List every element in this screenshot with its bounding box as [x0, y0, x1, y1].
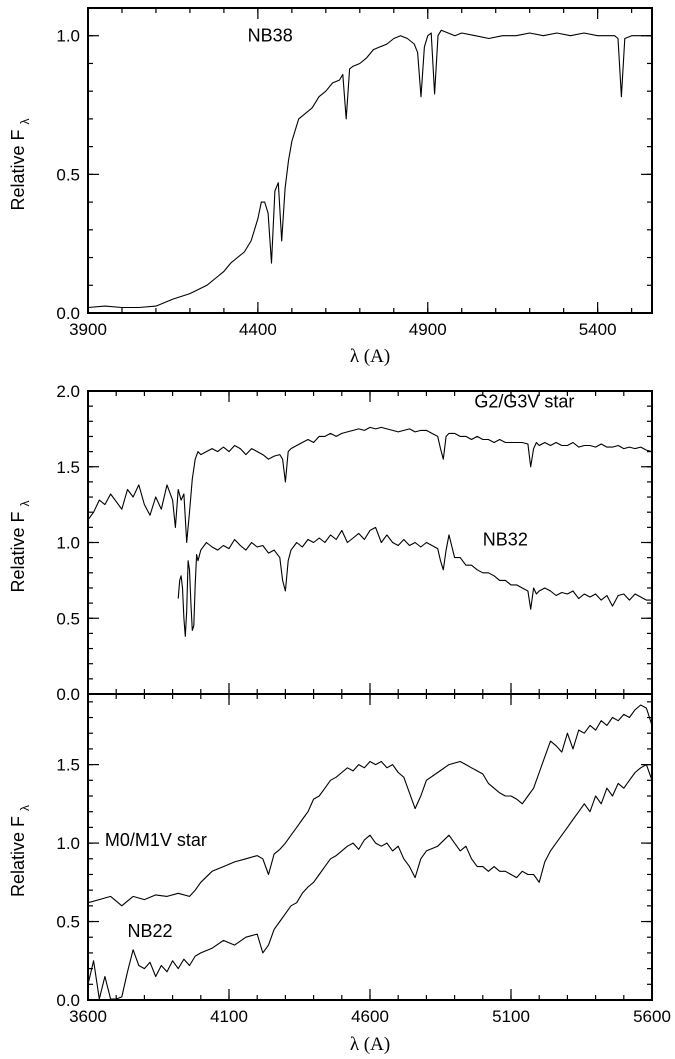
- y-tick-label: 0.5: [56, 165, 80, 184]
- annotation-nb38: NB38: [248, 25, 293, 45]
- y-tick-label: 0.5: [56, 609, 80, 628]
- plot-frame: [87, 7, 653, 314]
- panel-m0-nb22: 0.0 0.5 1.0 1.5 3600 4100 4600 5100 5600 Relative…: [8, 693, 671, 1055]
- y-tick-label: 1.0: [56, 834, 80, 853]
- panel-g2-nb32: 0.0 0.5 1.0 1.5 2.0 Relative F λ G2/G3V star NB…: [8, 382, 653, 704]
- x-tick-label: 4600: [351, 1007, 389, 1026]
- y-tick-label: 0.0: [56, 991, 80, 1010]
- y-tick-label: 0.0: [56, 685, 80, 704]
- x-tick-label: 4400: [239, 320, 277, 339]
- annotation-g2-g3v-star: G2/G3V star: [474, 392, 574, 412]
- annotation-nb32: NB32: [483, 530, 528, 550]
- series-nb32: [177, 526, 652, 637]
- annotation-nb22: NB22: [127, 921, 172, 941]
- y-axis-label: Relative F λ: [8, 500, 32, 592]
- plot-frame: [87, 390, 653, 695]
- series-nb38: [87, 29, 652, 309]
- y-tick-label: 0.0: [56, 304, 80, 323]
- y-axis-label: Relative F λ: [8, 118, 32, 210]
- y-tick-label: 0.5: [56, 913, 80, 932]
- x-tick-label: 4900: [409, 320, 447, 339]
- series-g2-g3v-star: [87, 426, 653, 544]
- x-axis-label: λ (A): [350, 346, 390, 367]
- y-tick-label: 1.0: [56, 27, 80, 46]
- x-tick-label: 3600: [69, 1007, 107, 1026]
- y-axis-label: Relative F λ: [8, 805, 32, 897]
- x-tick-label: 3900: [69, 320, 107, 339]
- panel-nb38: 0.0 0.5 1.0 3900 4400 4900 5400 Relative F λ λ (…: [8, 7, 653, 367]
- y-tick-label: 2.0: [56, 382, 80, 401]
- annotation-m0-m1v-star: M0/M1V star: [105, 830, 207, 850]
- y-tick-label: 1.5: [56, 458, 80, 477]
- y-tick-label: 1.0: [56, 534, 80, 553]
- x-tick-label: 5600: [633, 1007, 671, 1026]
- x-tick-label: 4100: [210, 1007, 248, 1026]
- x-tick-label: 5100: [492, 1007, 530, 1026]
- series-m0-m1v-star: [87, 704, 653, 907]
- x-tick-label: 5400: [579, 320, 617, 339]
- y-tick-label: 1.5: [56, 756, 80, 775]
- x-axis-label: λ (A): [350, 1034, 390, 1055]
- series-nb22: [87, 764, 653, 1000]
